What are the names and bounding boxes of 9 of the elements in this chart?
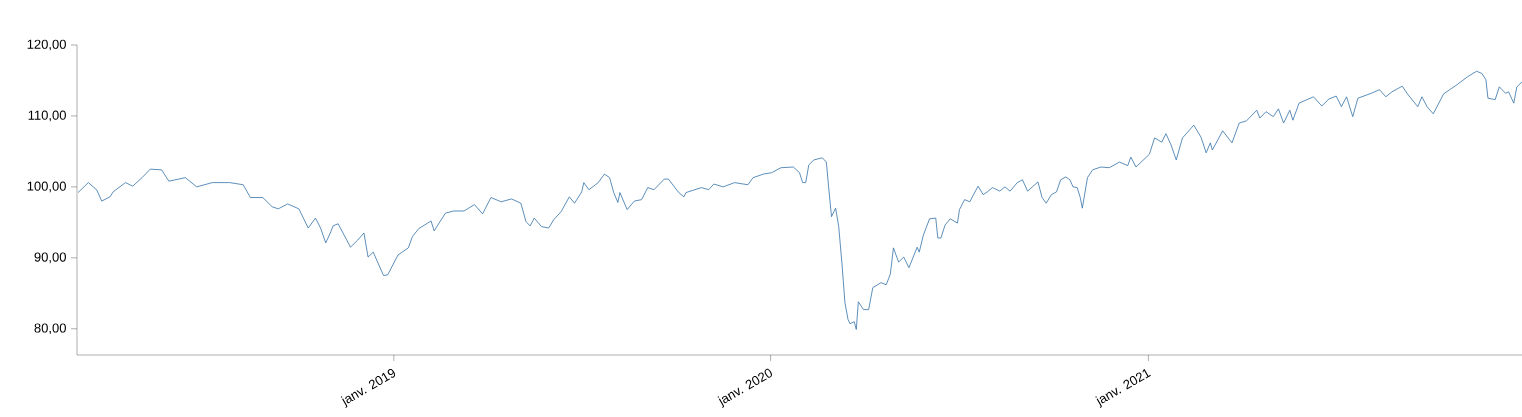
y-tick-label: 80,00 xyxy=(34,323,66,335)
y-tick-label: 120,00 xyxy=(27,39,66,51)
line-series xyxy=(77,70,1522,330)
x-tick-label: janv. 2021 xyxy=(1095,369,1151,408)
y-tick-label: 90,00 xyxy=(34,252,66,264)
x-tick-label: janv. 2019 xyxy=(340,368,396,408)
y-tick-label: 100,00 xyxy=(27,181,66,193)
y-tick-label: 110,00 xyxy=(28,110,66,122)
x-tick-label: janv. 2020 xyxy=(717,368,772,408)
